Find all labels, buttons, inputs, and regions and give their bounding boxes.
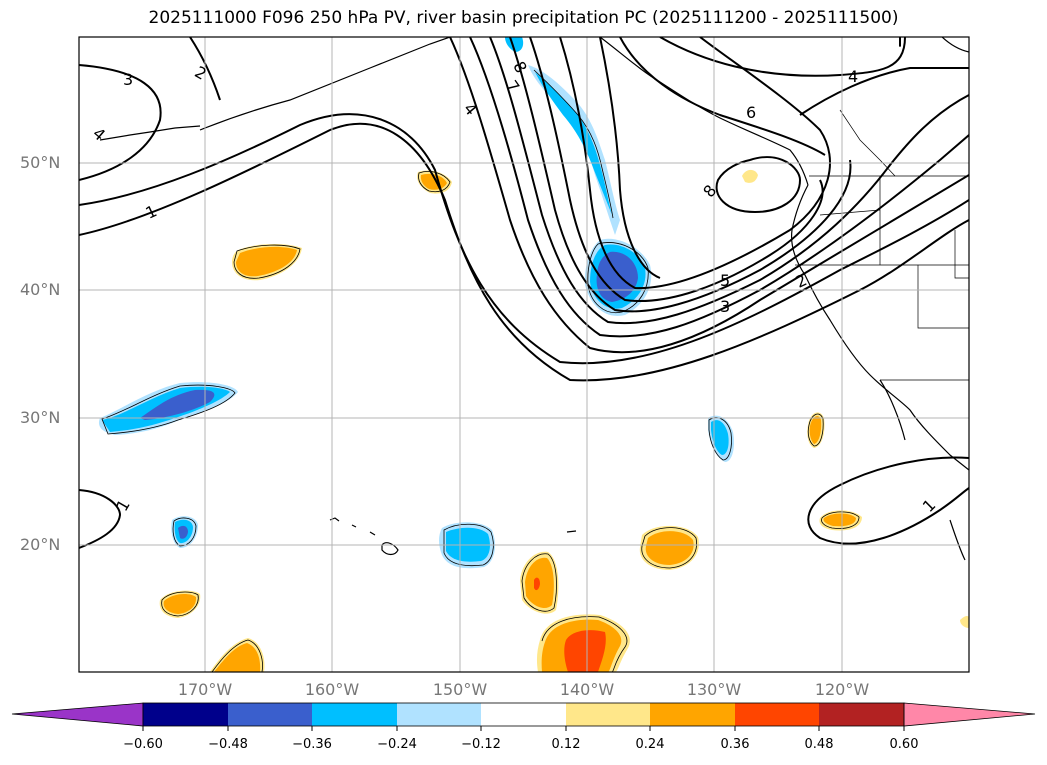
- colorbar-tick-label: −0.60: [123, 737, 163, 752]
- colorbar-tick-label: 0.12: [551, 737, 581, 752]
- contour-label: 4: [89, 124, 109, 145]
- contour-label: 4: [460, 99, 481, 119]
- negative-blob-172w-center: [178, 525, 188, 539]
- pv-contours: [79, 37, 969, 549]
- map-title: 2025111000 F096 250 hPa PV, river basin …: [148, 8, 899, 28]
- lon-label-120w: 120°W: [814, 680, 870, 699]
- contour-label: 5: [720, 271, 730, 290]
- negative-blob-topleft: [505, 37, 524, 52]
- colorbar-tick-marks: [142, 726, 905, 731]
- lat-label-50n: 50°N: [20, 153, 61, 172]
- lon-label-150w: 150°W: [432, 680, 488, 699]
- colorbar-swatch: [228, 703, 312, 726]
- colorbar-swatch: [735, 703, 819, 726]
- contour-label: 2: [192, 62, 210, 84]
- contour-label: 3: [720, 297, 730, 316]
- colorbar-tick-label: −0.12: [461, 737, 501, 752]
- contour-labels: 3 2 4 1 7 8 4 6 4 8 5 3 2 1 1: [89, 58, 939, 516]
- lon-label-140w: 140°W: [559, 680, 615, 699]
- colorbar-swatch: [481, 703, 566, 726]
- contour-label: 8: [509, 58, 531, 76]
- political-borders: [795, 109, 969, 381]
- precip-shading: [98, 37, 969, 672]
- colorbar-extend-high: [903, 702, 1036, 727]
- colorbar-frame: [142, 702, 905, 727]
- contour-label: 3: [123, 70, 133, 89]
- colorbar-swatch: [397, 703, 481, 726]
- contour-label: 4: [848, 67, 858, 86]
- positive-patch-167w-core: [214, 643, 261, 672]
- colorbar-tick-label: −0.48: [208, 737, 248, 752]
- positive-patch-42n-core: [236, 246, 297, 277]
- lon-label-160w: 160°W: [304, 680, 360, 699]
- lat-label-40n: 40°N: [20, 280, 61, 299]
- positive-patch-121w-core: [809, 416, 822, 444]
- colorbar-tick-label: −0.36: [292, 737, 332, 752]
- colorbar: [11, 702, 1036, 731]
- lon-label-170w: 170°W: [177, 680, 233, 699]
- lat-label-20n: 20°N: [20, 535, 61, 554]
- colorbar-swatch: [566, 703, 650, 726]
- positive-patch-120w-core: [823, 513, 856, 527]
- colorbar-swatch: [819, 703, 904, 726]
- colorbar-tick-label: 0.24: [635, 737, 665, 752]
- colorbar-tick-label: −0.24: [377, 737, 417, 752]
- map-frame: [78, 36, 970, 673]
- colorbar-tick-label: 0.60: [889, 737, 919, 752]
- positive-patch-west-coast: [742, 169, 758, 183]
- colorbar-tick-label: 0.36: [720, 737, 750, 752]
- contour-label: 1: [112, 496, 134, 514]
- colorbar-swatch: [143, 703, 228, 726]
- colorbar-swatch: [650, 703, 735, 726]
- negative-patch-west-core: [140, 389, 215, 420]
- positive-patch-edge: [960, 615, 969, 628]
- negative-blob-main-core: [596, 251, 638, 302]
- colorbar-tick-label: 0.48: [804, 737, 834, 752]
- contour-label: 6: [746, 103, 756, 122]
- coastlines: [99, 37, 969, 561]
- positive-patch-140w-red: [564, 630, 606, 672]
- colorbar-swatch: [312, 703, 397, 726]
- graticule: [79, 37, 969, 672]
- positive-patch-145w-red: [534, 577, 540, 591]
- negative-band-north: [528, 65, 620, 235]
- positive-patch-138w-core: [645, 531, 694, 565]
- positive-patch-172w-core: [163, 593, 197, 614]
- negative-blob-130w-core: [711, 420, 729, 455]
- lat-label-30n: 30°N: [20, 408, 61, 427]
- contour-label: 1: [143, 201, 160, 223]
- lon-label-130w: 130°W: [686, 680, 742, 699]
- colorbar-extend-low: [11, 702, 144, 727]
